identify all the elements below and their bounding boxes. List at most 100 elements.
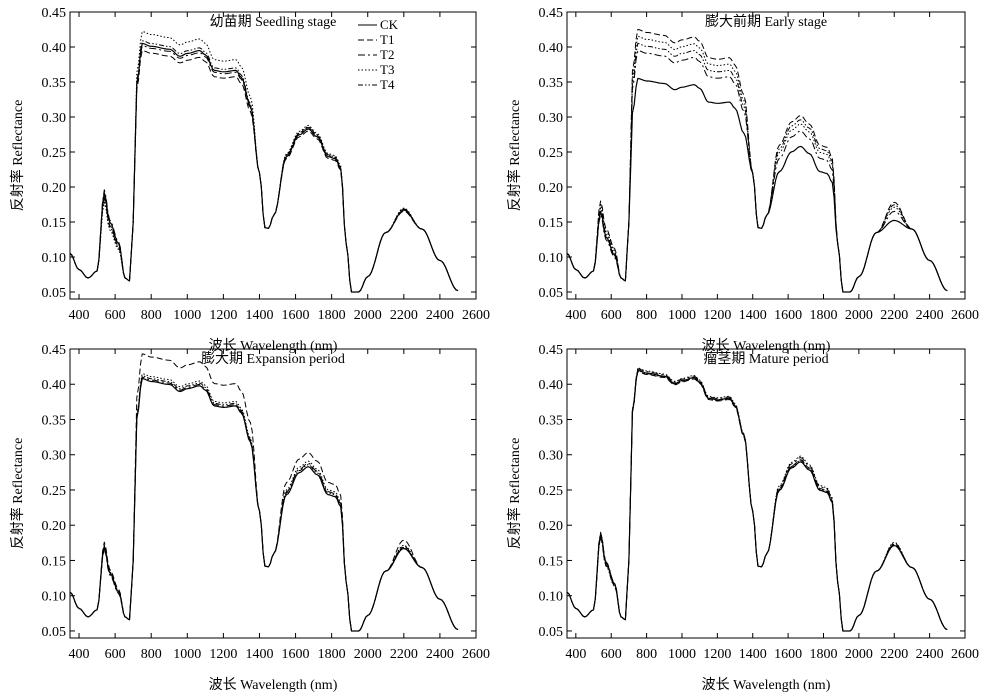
x-tick-label: 1400 [245,647,273,662]
legend-label-t2: T2 [380,47,394,62]
legend-label-ck: CK [380,17,399,32]
x-tick-label: 1600 [774,308,802,323]
y-tick-label: 0.45 [539,343,564,358]
x-tick-label: 1800 [809,308,837,323]
x-tick-label: 1200 [703,647,731,662]
series-line-t1 [566,371,948,632]
y-tick-label: 0.30 [539,111,564,126]
series-line-t1 [69,50,459,293]
x-tick-label: 1000 [173,308,201,323]
panel-early-stage: 0.05 0.10 0.15 0.20 0.25 0.30 0.35 0.40 0.45 400 6… [506,6,979,354]
series-line-t1 [69,353,459,632]
y-tick-label: 0.15 [42,554,67,569]
x-tick-label: 1200 [209,647,237,662]
x-tick-label: 2400 [426,647,454,662]
y-tick-label: 0.30 [539,449,564,464]
x-tick-label: 2200 [880,308,908,323]
x-tick-label: 1000 [173,647,201,662]
series-line-ck [566,77,948,293]
plot-frame [69,11,477,300]
x-tick-label: 2600 [462,647,490,662]
y-tick-label: 0.45 [539,6,564,21]
series-line-t3 [566,36,948,293]
x-tick-label: 2600 [462,308,490,323]
x-tick-label: 1200 [703,308,731,323]
y-axis-title: 反射率 Reflectance [9,438,26,550]
y-tick-label: 0.35 [539,76,564,91]
legend-label-t4: T4 [380,77,395,92]
y-tick-label: 0.10 [42,590,67,605]
y-tick-label: 0.20 [42,181,67,196]
y-tick-label: 0.45 [42,343,67,358]
x-tick-label: 1600 [774,647,802,662]
x-tick-label: 2400 [916,647,944,662]
plot-frame [566,11,966,300]
x-tick-label: 600 [105,308,126,323]
series-line-ck [69,378,459,632]
x-tick-label: 2600 [951,308,979,323]
x-tick-label: 1400 [739,647,767,662]
x-tick-label: 1200 [209,308,237,323]
y-tick-label: 0.35 [539,413,564,428]
x-axis-title: 波长 Wavelength (nm) [702,338,831,354]
series-line-t2 [566,368,948,632]
x-tick-label: 2200 [390,647,418,662]
x-tick-label: 2000 [845,647,873,662]
y-tick-label: 0.20 [539,181,564,196]
panel-mature-period: 0.05 0.10 0.15 0.20 0.25 0.30 0.35 0.40 0.45 400 6… [506,343,979,693]
x-tick-label: 2000 [354,308,382,323]
y-tick-label: 0.40 [42,41,67,56]
x-tick-label: 800 [636,647,657,662]
legend-label-t1: T1 [380,32,394,47]
panel-expansion-period: 0.05 0.10 0.15 0.20 0.25 0.30 0.35 0.40 0.45 400 6… [9,343,490,693]
y-axis-title: 反射率 Reflectance [506,100,523,212]
y-tick-label: 0.25 [42,484,67,499]
x-tick-label: 2200 [390,308,418,323]
y-axis-title: 反射率 Reflectance [506,438,523,550]
series-line-t4 [566,43,948,293]
x-tick-label: 1800 [318,308,346,323]
x-tick-label: 2000 [354,647,382,662]
x-tick-label: 2400 [426,308,454,323]
y-tick-label: 0.20 [42,519,67,534]
series-line-t1 [566,29,948,293]
x-axis-title: 波长 Wavelength (nm) [702,677,831,693]
x-tick-label: 600 [105,647,126,662]
y-tick-label: 0.05 [539,625,564,640]
x-tick-label: 1000 [668,308,696,323]
x-tick-label: 2600 [951,647,979,662]
y-tick-label: 0.40 [539,41,564,56]
x-tick-label: 400 [69,308,90,323]
series-line-t2 [566,50,948,293]
panel-title: 瘤茎期 Mature period [703,350,828,367]
legend-label-t3: T3 [380,62,394,77]
series-line-t3 [69,373,459,632]
y-tick-label: 0.40 [42,378,67,393]
y-tick-label: 0.30 [42,449,67,464]
series-line-ck [69,42,459,293]
x-tick-label: 2000 [845,308,873,323]
y-axis-title: 反射率 Reflectance [9,100,26,212]
x-axis-title: 波长 Wavelength (nm) [209,338,338,354]
y-tick-label: 0.25 [42,146,67,161]
x-tick-label: 600 [601,647,622,662]
y-tick-label: 0.25 [539,484,564,499]
panel-title: 膨大期 Expansion period [201,350,345,367]
x-tick-label: 400 [565,647,586,662]
y-tick-label: 0.05 [539,286,564,301]
series-line-t4 [69,40,459,293]
panel-title: 膨大前期 Early stage [705,13,827,30]
x-tick-label: 800 [636,308,657,323]
plot-frame [69,348,477,639]
x-tick-label: 1400 [245,308,273,323]
x-tick-label: 1800 [318,647,346,662]
x-tick-label: 1800 [809,647,837,662]
y-tick-label: 0.10 [539,251,564,266]
panel-title: 幼苗期 Seedling stage [210,14,337,30]
series-line-t2 [69,376,459,632]
x-tick-label: 2200 [880,647,908,662]
y-tick-label: 0.40 [539,378,564,393]
y-tick-label: 0.30 [42,111,67,126]
x-tick-label: 2400 [916,308,944,323]
